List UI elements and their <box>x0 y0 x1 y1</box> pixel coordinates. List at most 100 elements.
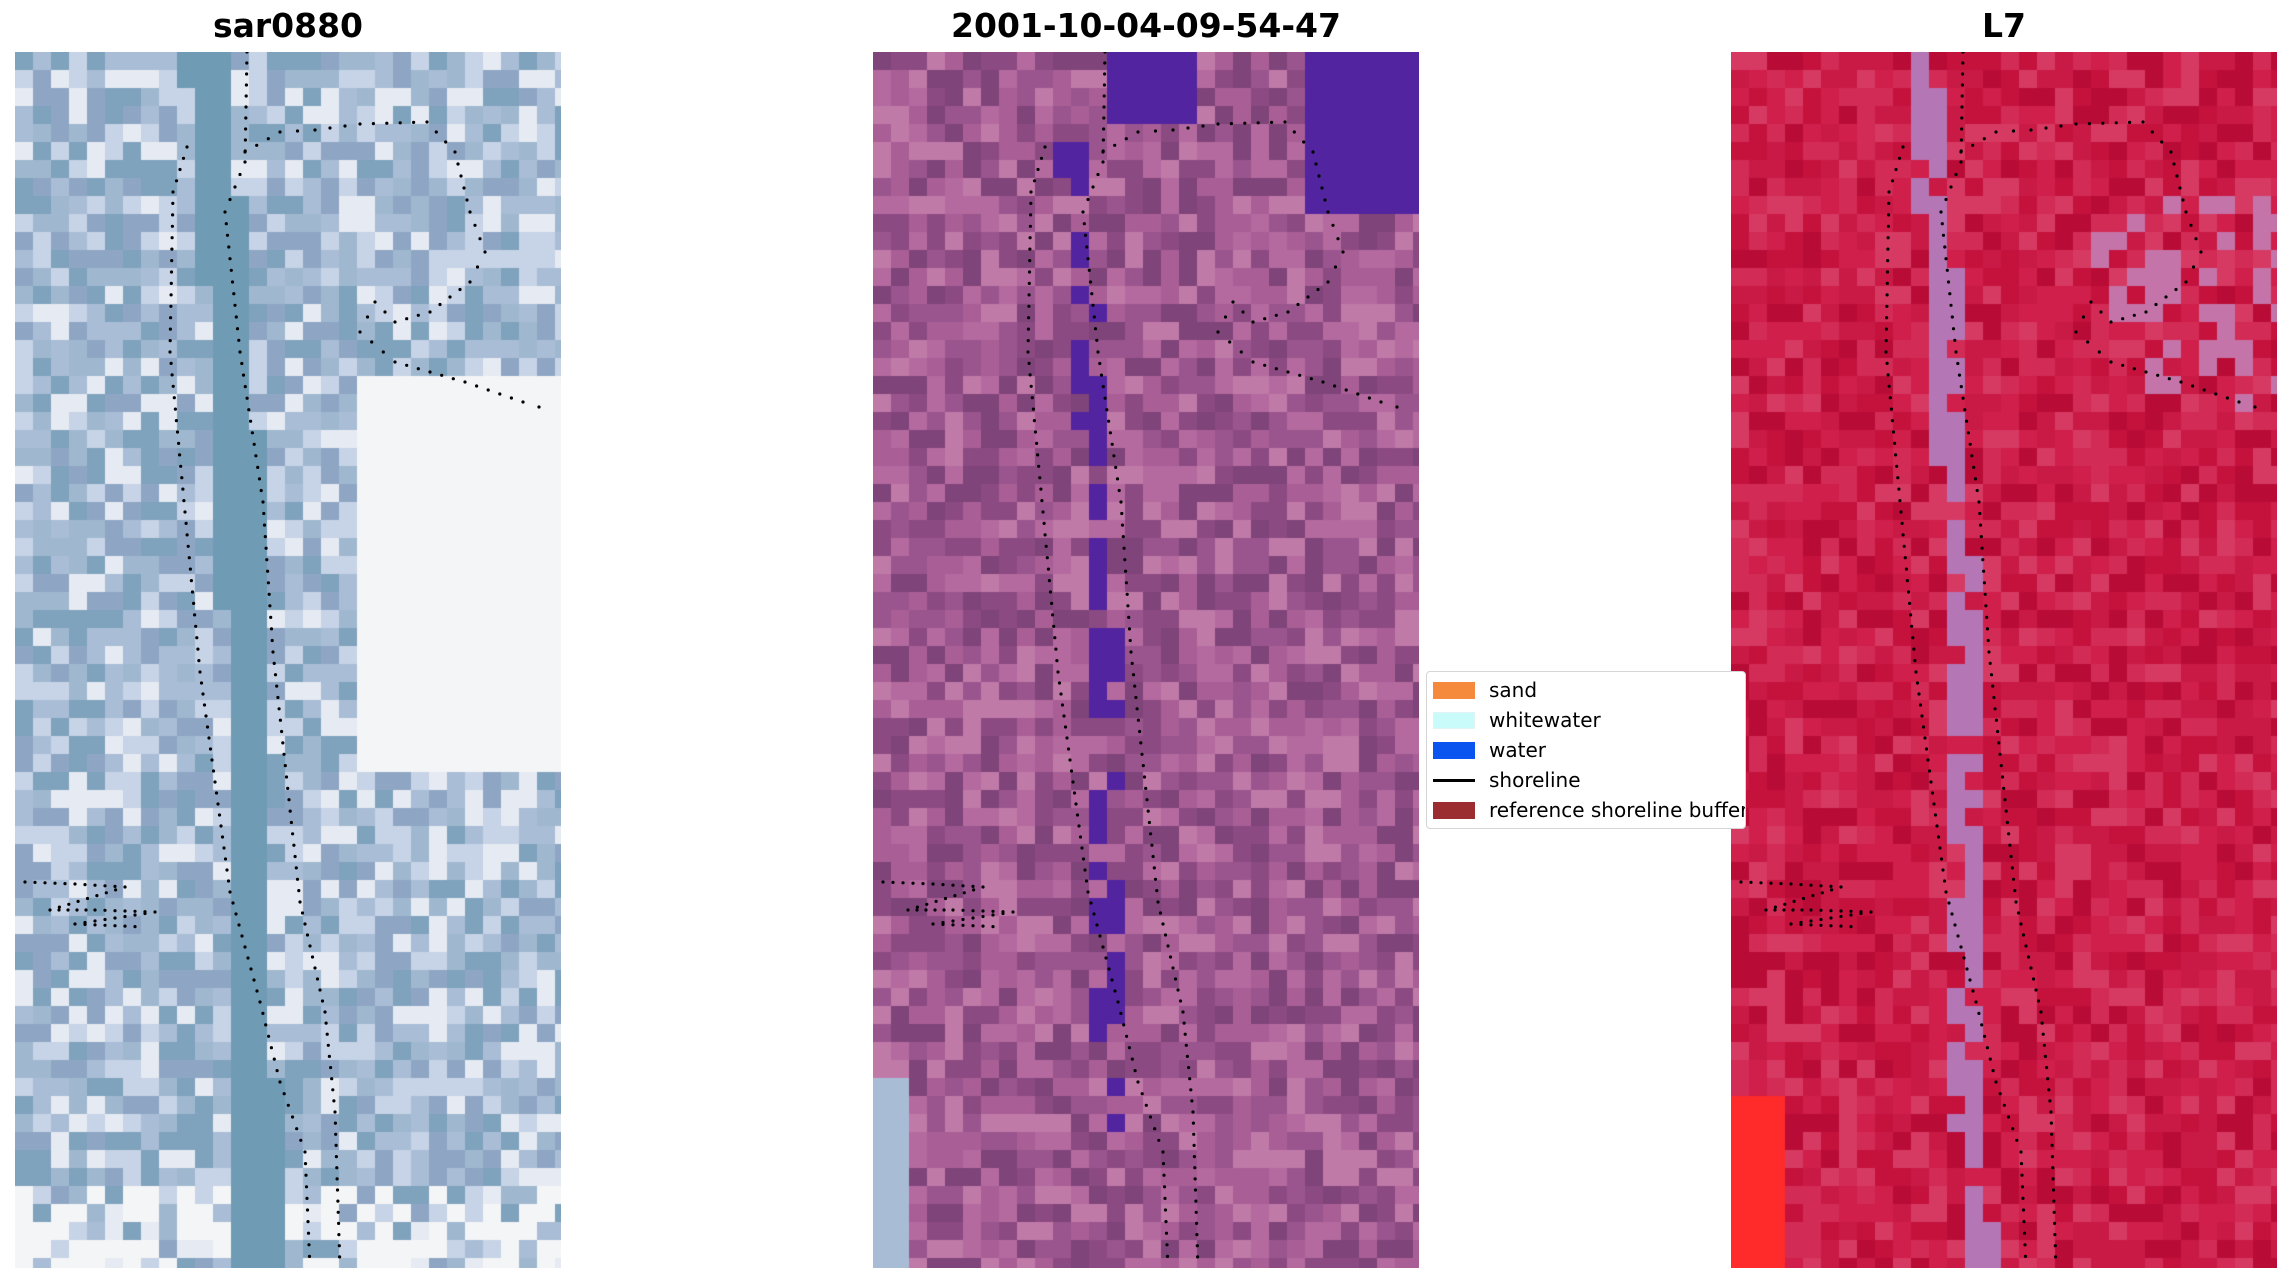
shoreline-point <box>1135 707 1139 711</box>
shoreline-point <box>2022 1231 2027 1235</box>
shoreline-point <box>1885 316 1889 320</box>
shoreline-point <box>2021 1208 2026 1212</box>
shoreline-point <box>1096 172 1100 177</box>
shoreline-point <box>1117 488 1121 493</box>
shoreline-point <box>333 1110 337 1114</box>
shoreline-point <box>288 809 292 813</box>
shoreline-point <box>1356 392 1360 396</box>
shoreline-point <box>1935 824 1939 828</box>
shoreline-point <box>1251 360 1255 364</box>
shoreline-point <box>1819 884 1823 888</box>
shoreline-point <box>1194 1199 1198 1203</box>
shoreline-point <box>393 320 397 324</box>
shoreline-point <box>1941 233 1946 237</box>
shoreline-point <box>230 280 235 284</box>
shoreline-point <box>224 222 228 226</box>
shoreline-point <box>1183 1032 1187 1036</box>
shoreline-point <box>223 210 227 214</box>
shoreline-point <box>292 843 296 847</box>
shoreline-point <box>1027 270 1032 274</box>
shoreline-point <box>73 882 77 886</box>
shoreline-point <box>143 911 147 916</box>
shoreline-point <box>1283 120 1287 124</box>
shoreline-point <box>2029 966 2033 970</box>
shoreline-point <box>1136 1080 1140 1084</box>
shoreline-point <box>1956 934 1960 938</box>
shoreline-point <box>1027 281 1031 285</box>
shoreline-point <box>2101 121 2105 125</box>
shoreline-point <box>1960 94 1964 98</box>
shoreline-point <box>318 988 322 992</box>
shoreline-point <box>75 908 79 912</box>
shoreline-point <box>2202 388 2206 392</box>
shoreline-point <box>1983 592 1987 596</box>
shoreline-point <box>229 268 233 272</box>
shoreline-point <box>57 905 62 909</box>
shoreline-point <box>123 885 127 889</box>
shoreline-point <box>1001 911 1005 916</box>
shoreline-point <box>330 1077 334 1081</box>
shoreline-point <box>1884 339 1888 343</box>
shoreline-point <box>1043 533 1047 537</box>
shoreline-point <box>286 1103 290 1107</box>
shoreline-point <box>216 802 220 806</box>
shoreline-point <box>1929 780 1933 784</box>
shoreline-point <box>85 896 90 901</box>
shoreline-point <box>272 661 276 666</box>
shoreline-point <box>1965 419 1969 423</box>
shoreline-point <box>428 370 432 374</box>
shoreline-point <box>2052 1210 2056 1214</box>
shoreline-point <box>315 977 320 981</box>
shoreline-point <box>1102 83 1106 87</box>
shoreline-point <box>971 916 975 920</box>
shoreline-point <box>509 396 513 400</box>
shoreline-point <box>192 601 196 606</box>
shoreline-point <box>2121 363 2125 367</box>
shoreline-point <box>261 500 265 504</box>
shoreline-point <box>1890 419 1894 423</box>
shoreline-point <box>170 259 174 263</box>
shoreline-point <box>1891 430 1896 434</box>
shoreline-point <box>245 61 249 65</box>
shoreline-point <box>286 786 290 791</box>
shoreline-point <box>1028 224 1032 228</box>
shoreline-point <box>263 535 267 539</box>
shoreline-point <box>1971 143 1975 147</box>
shoreline-point <box>2004 809 2008 813</box>
shoreline-point <box>961 923 965 927</box>
shoreline-point <box>971 924 975 928</box>
shoreline-point <box>300 911 305 915</box>
shoreline-point <box>328 126 332 130</box>
shoreline-point <box>2026 955 2031 959</box>
shoreline-point <box>170 247 174 251</box>
shoreline-point <box>303 1150 307 1154</box>
shoreline-point <box>1274 313 1278 317</box>
shoreline-point <box>1155 889 1159 893</box>
shoreline-point <box>1054 647 1058 651</box>
shoreline-point <box>1739 880 1743 884</box>
shoreline-point <box>234 315 238 319</box>
shoreline-point <box>1051 613 1055 617</box>
shoreline-point <box>1156 900 1160 904</box>
shoreline-point <box>1292 130 1296 134</box>
shoreline-point <box>1123 558 1127 562</box>
shoreline-point <box>1927 769 1932 773</box>
shoreline-point <box>170 236 174 240</box>
shoreline-point <box>1941 868 1945 872</box>
shoreline-point <box>1859 911 1863 916</box>
shoreline-point <box>1101 385 1105 389</box>
shoreline-point <box>486 388 490 392</box>
shoreline-point <box>2189 223 2193 227</box>
shoreline-point <box>228 257 232 261</box>
shoreline-point <box>459 174 463 178</box>
shoreline-point <box>1036 167 1040 172</box>
shoreline-point <box>1133 1069 1137 1073</box>
shoreline-point <box>53 881 57 885</box>
shoreline-point <box>1968 442 1972 446</box>
shoreline-point <box>1938 846 1942 850</box>
shoreline-point <box>1885 304 1889 308</box>
shoreline-point <box>1887 201 1891 205</box>
shoreline-point <box>306 1231 311 1235</box>
shoreline-point <box>278 718 282 722</box>
shoreline-point <box>1998 752 2002 756</box>
